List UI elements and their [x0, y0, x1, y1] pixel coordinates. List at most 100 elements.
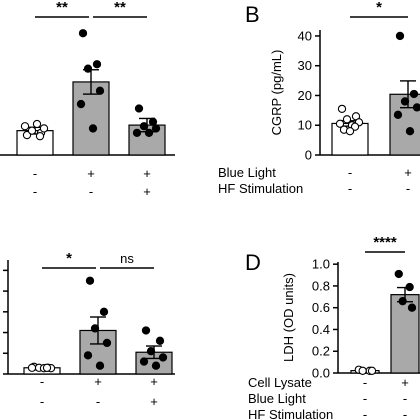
data-point: [158, 353, 168, 362]
data-point: [337, 104, 347, 114]
data-point: [405, 282, 414, 292]
y-tick-label: 40: [298, 28, 312, 43]
data-point: [405, 127, 415, 136]
data-point: [335, 119, 345, 128]
y-axis-label: LDH (OD units): [281, 273, 296, 362]
condition-label: Blue Light: [218, 165, 276, 180]
condition-sign: -: [40, 394, 44, 409]
condition-sign: -: [406, 181, 410, 196]
significance-label: **: [56, 0, 68, 16]
data-point: [151, 124, 161, 133]
y-tick-label: 30: [298, 58, 312, 73]
data-point: [88, 124, 98, 133]
data-point: [95, 86, 105, 95]
significance-label: **: [114, 0, 126, 16]
data-point: [78, 29, 88, 38]
data-point: [27, 126, 37, 135]
condition-sign: -: [33, 166, 37, 181]
data-point: [398, 297, 407, 306]
condition-sign: +: [143, 166, 151, 181]
condition-sign: +: [94, 374, 102, 389]
significance-label: *: [66, 250, 72, 267]
data-point: [102, 338, 112, 348]
data-point: [99, 307, 109, 316]
condition-label: Blue Light: [248, 391, 306, 406]
panel-letter: B: [245, 2, 260, 27]
condition-label: HF Stimulation: [248, 407, 333, 420]
data-point: [139, 357, 149, 366]
data-point: [345, 127, 355, 136]
data-point: [42, 363, 52, 372]
condition-sign: +: [143, 184, 151, 199]
condition-label: HF Stimulation: [218, 181, 303, 196]
data-point: [76, 99, 86, 109]
panel-a: ** ** - + + - - +: [0, 0, 175, 199]
bar-group-1: [390, 294, 420, 374]
data-point: [412, 103, 420, 112]
y-tick-label: 0.0: [312, 366, 330, 381]
condition-sign: +: [401, 375, 409, 390]
data-point: [400, 97, 410, 106]
data-point: [393, 110, 403, 119]
y-tick-label: 20: [298, 88, 312, 103]
condition-sign: -: [363, 391, 367, 406]
data-point: [141, 326, 151, 335]
data-point: [83, 64, 93, 73]
data-point: [395, 31, 405, 41]
data-point: [85, 276, 95, 285]
y-tick-label: 1.0: [312, 257, 330, 272]
data-point: [32, 119, 42, 129]
y-axis-label: CGRP (pg/mL): [269, 50, 284, 136]
condition-sign: -: [363, 407, 367, 420]
significance-label: ns: [120, 251, 134, 266]
y-tick-label: 0.8: [312, 278, 330, 293]
y-tick-label: 0: [305, 148, 312, 163]
condition-sign: -: [33, 184, 37, 199]
data-point: [394, 269, 403, 279]
significance-label: *: [376, 0, 382, 16]
condition-sign: +: [404, 165, 412, 180]
panel-letter: D: [245, 250, 261, 275]
data-point: [35, 132, 45, 141]
condition-sign: +: [87, 166, 95, 181]
data-point: [90, 324, 100, 333]
data-point: [134, 104, 144, 113]
condition-sign: -: [363, 375, 367, 390]
data-point: [409, 89, 419, 99]
condition-sign: -: [89, 184, 93, 199]
panel-c: * ns - + + - - +: [3, 250, 175, 409]
data-point: [39, 124, 49, 133]
data-point: [92, 60, 102, 69]
data-point: [27, 363, 37, 372]
data-point: [367, 366, 377, 375]
data-point: [139, 122, 149, 131]
significance-label: ****: [373, 234, 397, 251]
data-point: [144, 128, 154, 138]
condition-sign: -: [403, 391, 407, 406]
data-point: [146, 347, 156, 356]
data-point: [342, 115, 352, 124]
data-point: [95, 361, 105, 370]
data-point: [407, 303, 417, 312]
y-tick-label: 0.4: [312, 322, 330, 337]
y-tick-label: 0.6: [312, 300, 330, 315]
condition-label: Cell Lysate: [248, 375, 312, 390]
y-tick-label: 10: [298, 118, 312, 133]
data-point: [148, 117, 158, 126]
data-point: [350, 122, 360, 131]
data-point: [358, 366, 367, 375]
condition-sign: -: [40, 374, 44, 389]
condition-sign: +: [150, 394, 158, 409]
data-point: [151, 361, 161, 370]
condition-sign: -: [348, 165, 352, 180]
y-tick-label: 0.2: [312, 344, 330, 359]
data-point: [155, 336, 165, 345]
panel-d: D LDH (OD units) 0.0 0.2 0.4 0.6 0.8 1.0 **** Cel…: [245, 234, 420, 420]
data-point: [83, 351, 93, 360]
condition-sign: +: [150, 374, 158, 389]
condition-sign: -: [348, 181, 352, 196]
condition-sign: -: [96, 394, 100, 409]
data-point: [20, 122, 30, 131]
